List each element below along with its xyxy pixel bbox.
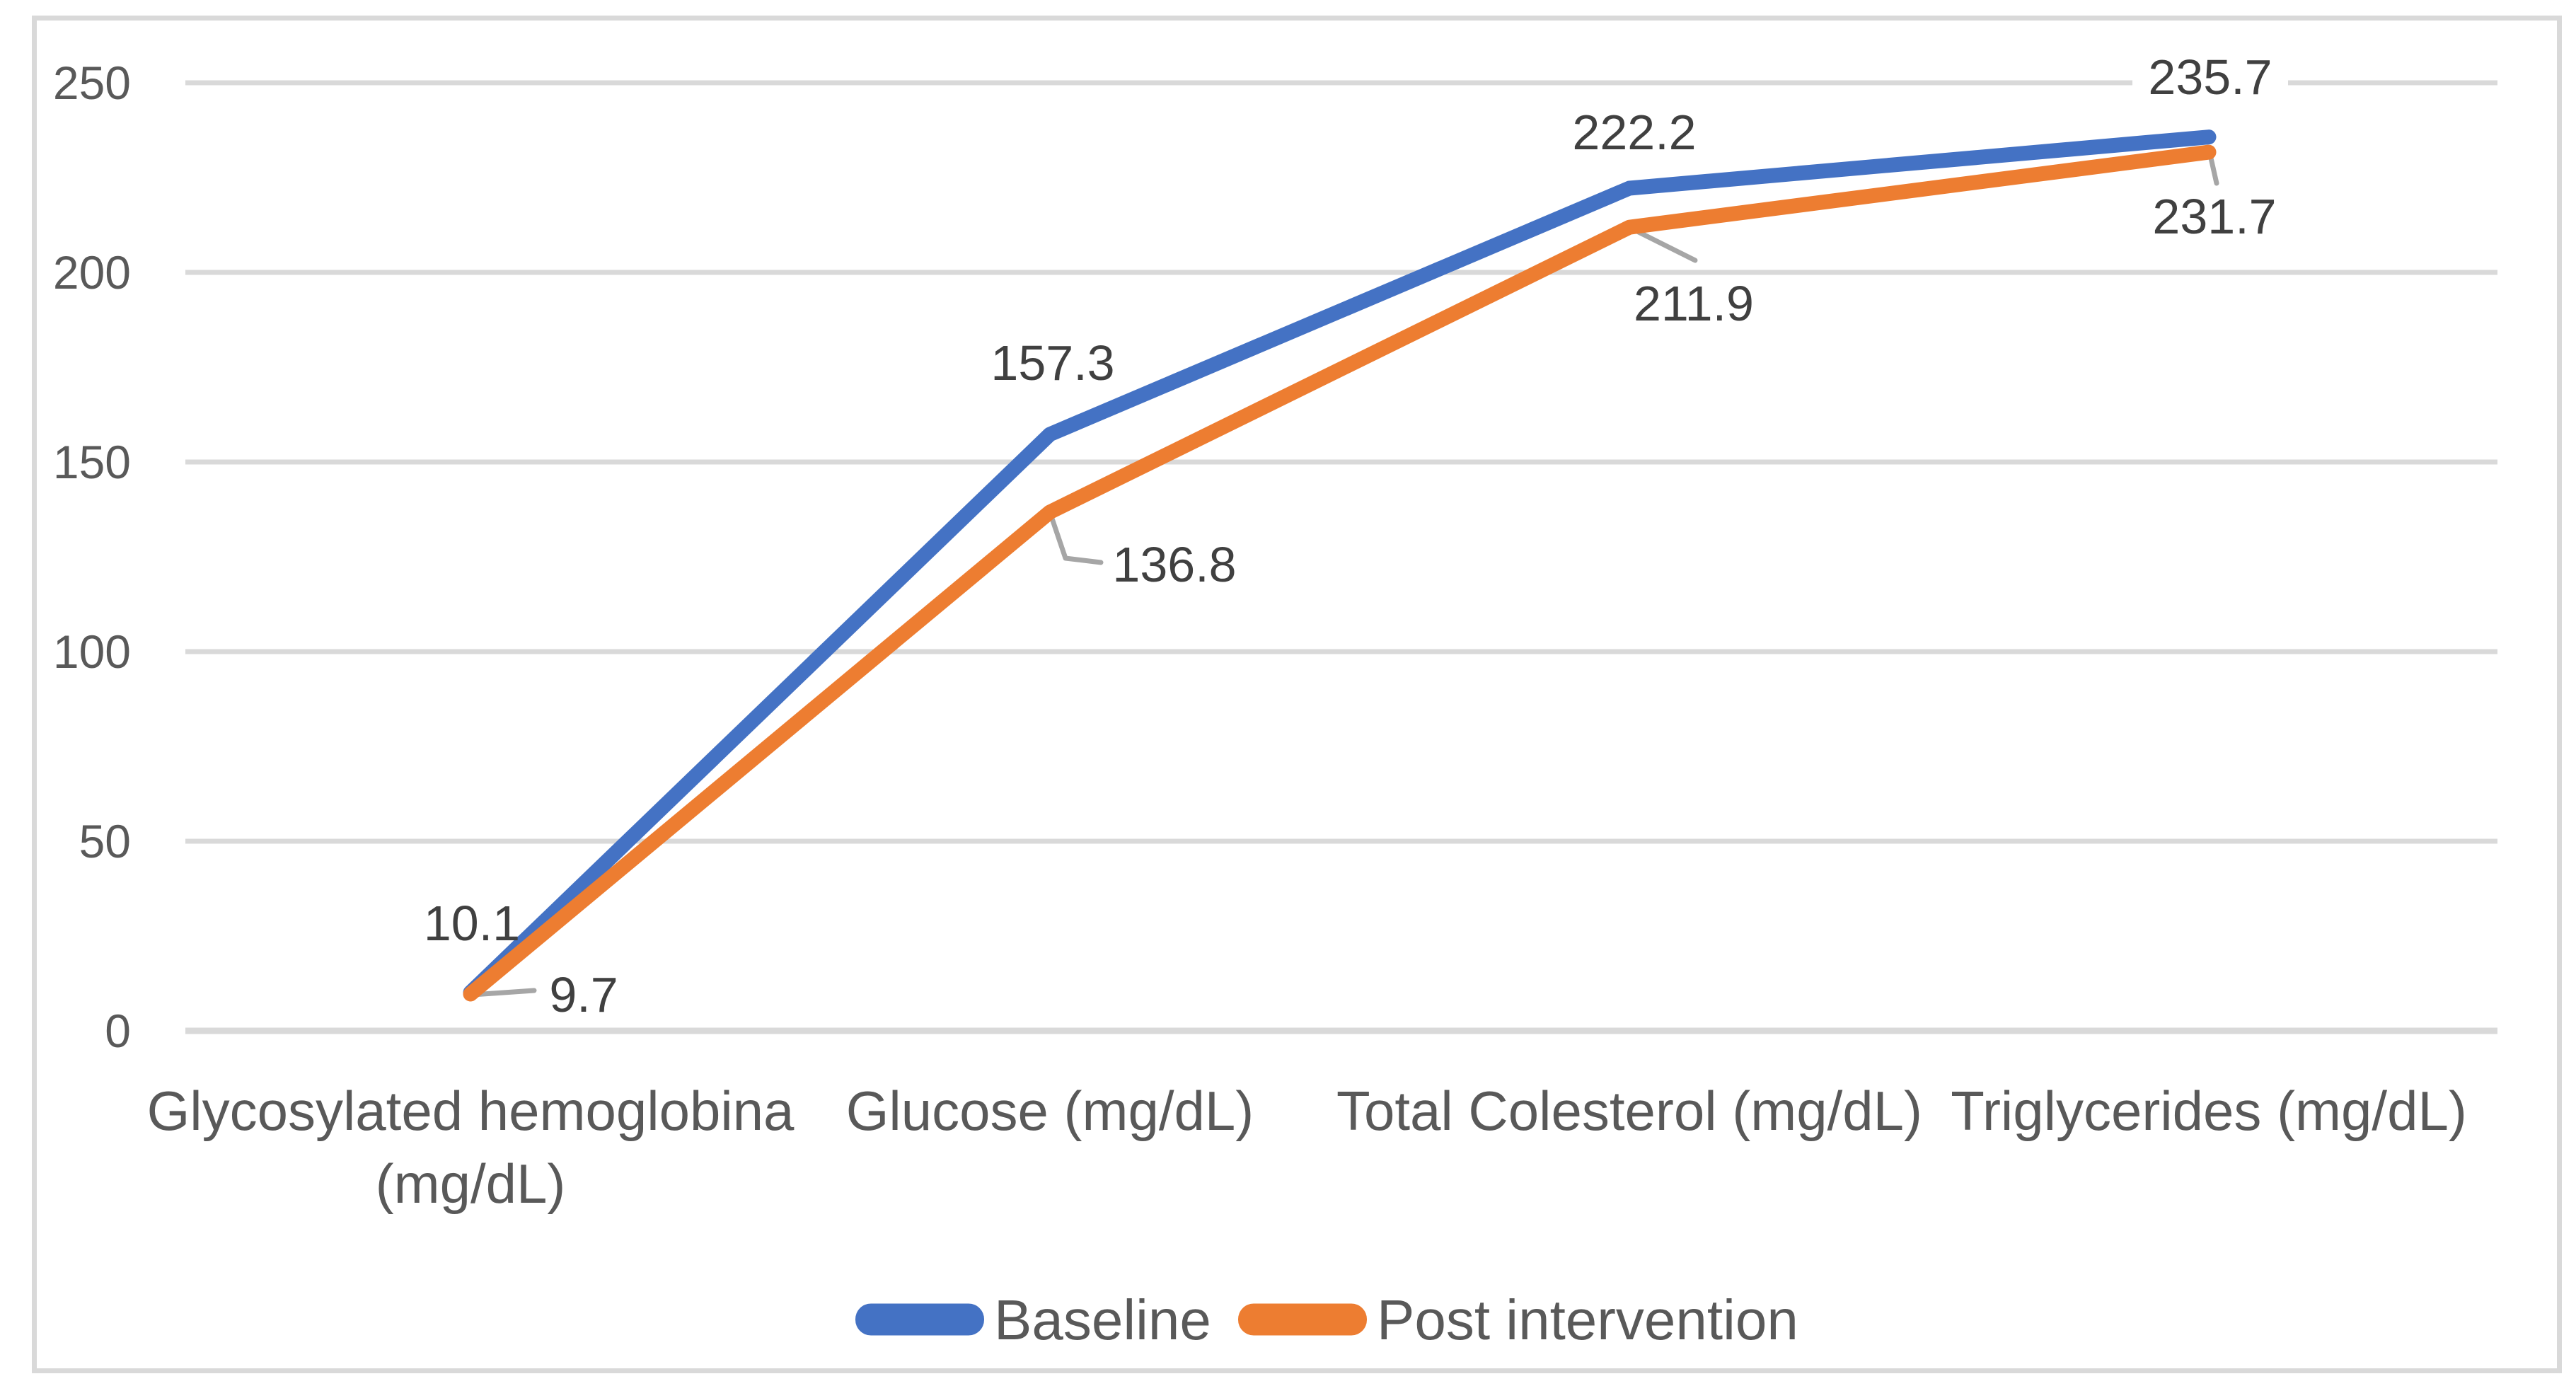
post-intervention-data-label: 231.7 [2152,189,2276,244]
post-intervention-data-label: 211.9 [1634,276,1754,331]
data-label-leader-line [1048,512,1104,565]
baseline-data-label: 222.2 [1572,105,1696,160]
post-intervention-series-line[interactable] [463,144,2217,1002]
x-category-label: Total Colesterol (mg/dL) [1336,1080,1922,1142]
legend-label: Baseline [994,1288,1211,1351]
x-category-label: (mg/dL) [376,1153,566,1215]
data-label-leader-line [1629,226,1698,263]
y-tick-label: 250 [53,57,131,109]
legend-item-post-intervention[interactable]: Post intervention [1238,1288,1798,1351]
data-label-leader-line [470,988,537,998]
post-intervention-data-label: 136.8 [1112,537,1236,592]
chart-frame [32,16,2562,1373]
data-label-leader-line [2207,152,2219,186]
baseline-legend-swatch [855,1303,984,1336]
x-category-label: Glucose (mg/dL) [846,1080,1254,1142]
y-tick-label: 200 [53,246,131,299]
baseline-data-label: 10.1 [424,896,520,951]
baseline-data-label: 235.7 [2148,50,2272,105]
post-intervention-data-label: 9.7 [549,967,618,1022]
y-tick-label: 150 [53,436,131,488]
legend-item-baseline[interactable]: Baseline [855,1288,1211,1351]
data-label-backdrop [2132,48,2288,105]
post-intervention-legend-swatch [1238,1303,1367,1336]
legend-label: Post intervention [1377,1288,1798,1351]
baseline-series-line[interactable] [463,129,2217,1000]
x-category-label: Triglycerides (mg/dL) [1951,1080,2467,1142]
x-category-label: Glycosylated hemoglobina [147,1080,795,1142]
baseline-data-label: 157.3 [990,335,1114,391]
y-tick-label: 50 [79,815,131,867]
y-tick-label: 0 [105,1005,131,1057]
y-tick-label: 100 [53,625,131,678]
